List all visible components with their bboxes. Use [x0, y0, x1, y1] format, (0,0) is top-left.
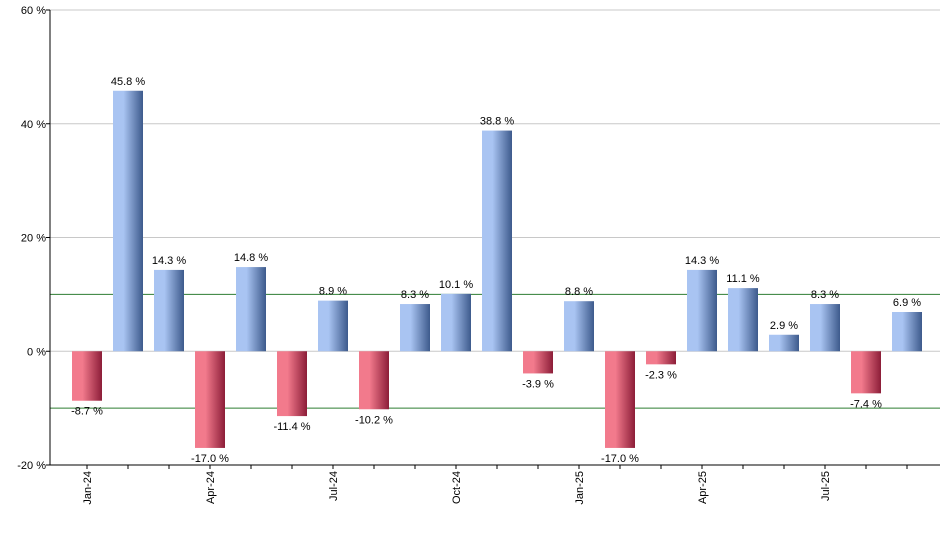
bar-positive	[769, 334, 799, 352]
x-tick-label: Jul-25	[820, 471, 832, 501]
bar-negative	[72, 351, 102, 401]
bar-negative	[523, 351, 553, 374]
bar-value-label: 8.3 %	[811, 289, 839, 301]
y-tick-label: 60 %	[21, 5, 46, 17]
axes	[46, 9, 940, 469]
bar-value-label: 6.9 %	[893, 297, 921, 309]
bar-positive	[687, 269, 717, 352]
bar-negative	[605, 351, 635, 448]
x-tick-labels: Jan-24 Apr-24 Jul-24 Oct-24 Jan-25 Apr-25 Jul-…	[82, 471, 832, 505]
bar-positive	[564, 301, 594, 352]
bar-negative	[359, 351, 389, 410]
y-tick-label: -20 %	[17, 460, 46, 472]
bar-positive	[810, 304, 840, 352]
bar-positive	[236, 267, 266, 352]
bar-value-label: -10.2 %	[355, 414, 393, 426]
x-tick-label: Oct-24	[451, 471, 463, 504]
bar-value-label: 8.9 %	[319, 286, 347, 298]
bar-value-label: 2.9 %	[770, 320, 798, 332]
bar-value-label: -7.4 %	[850, 398, 882, 410]
bar-positive	[318, 300, 348, 352]
bar-value-label: 14.3 %	[152, 255, 186, 267]
bar-value-label: 45.8 %	[111, 76, 145, 88]
bar-positive	[154, 269, 184, 352]
bar-negative	[195, 351, 225, 448]
bar-value-label: 38.8 %	[480, 116, 514, 128]
bar-value-label: 11.1 %	[726, 273, 760, 285]
x-tick-label: Jul-24	[328, 471, 340, 501]
value-labels: -8.7 % 45.8 % 14.3 % -17.0 % 14.8 % -11.4 % 8.…	[71, 76, 921, 465]
x-tick-label: Apr-24	[205, 471, 217, 504]
y-tick-label: 0 %	[27, 346, 46, 358]
bar-value-label: -8.7 %	[71, 406, 103, 418]
bar-positive	[482, 130, 512, 352]
bar-value-label: 14.3 %	[685, 255, 719, 267]
bar-negative	[851, 351, 881, 394]
x-tick-label: Jan-24	[82, 471, 94, 505]
bar-negative	[277, 351, 307, 417]
bar-value-label: -17.0 %	[601, 453, 639, 465]
x-tick-label: Jan-25	[574, 471, 586, 505]
bars	[72, 90, 922, 448]
bar-positive	[441, 293, 471, 352]
bar-value-label: -3.9 %	[522, 378, 554, 390]
bar-value-label: 10.1 %	[439, 279, 473, 291]
bar-positive	[728, 288, 758, 352]
bar-positive	[400, 304, 430, 352]
bar-value-label: -11.4 %	[273, 421, 310, 433]
bar-value-label: 8.3 %	[401, 289, 429, 301]
bar-negative	[646, 351, 676, 365]
bar-value-label: 8.8 %	[565, 286, 593, 298]
bar-positive	[892, 312, 922, 352]
x-tick-label: Apr-25	[697, 471, 709, 504]
bar-value-label: -17.0 %	[191, 453, 229, 465]
y-tick-labels: 60 % 40 % 20 % 0 % -20 %	[17, 5, 46, 472]
y-tick-label: 20 %	[21, 233, 46, 245]
bar-value-label: -2.3 %	[645, 369, 677, 381]
y-tick-label: 40 %	[21, 119, 46, 131]
bar-value-label: 14.8 %	[234, 252, 268, 264]
bar-positive	[113, 90, 143, 352]
